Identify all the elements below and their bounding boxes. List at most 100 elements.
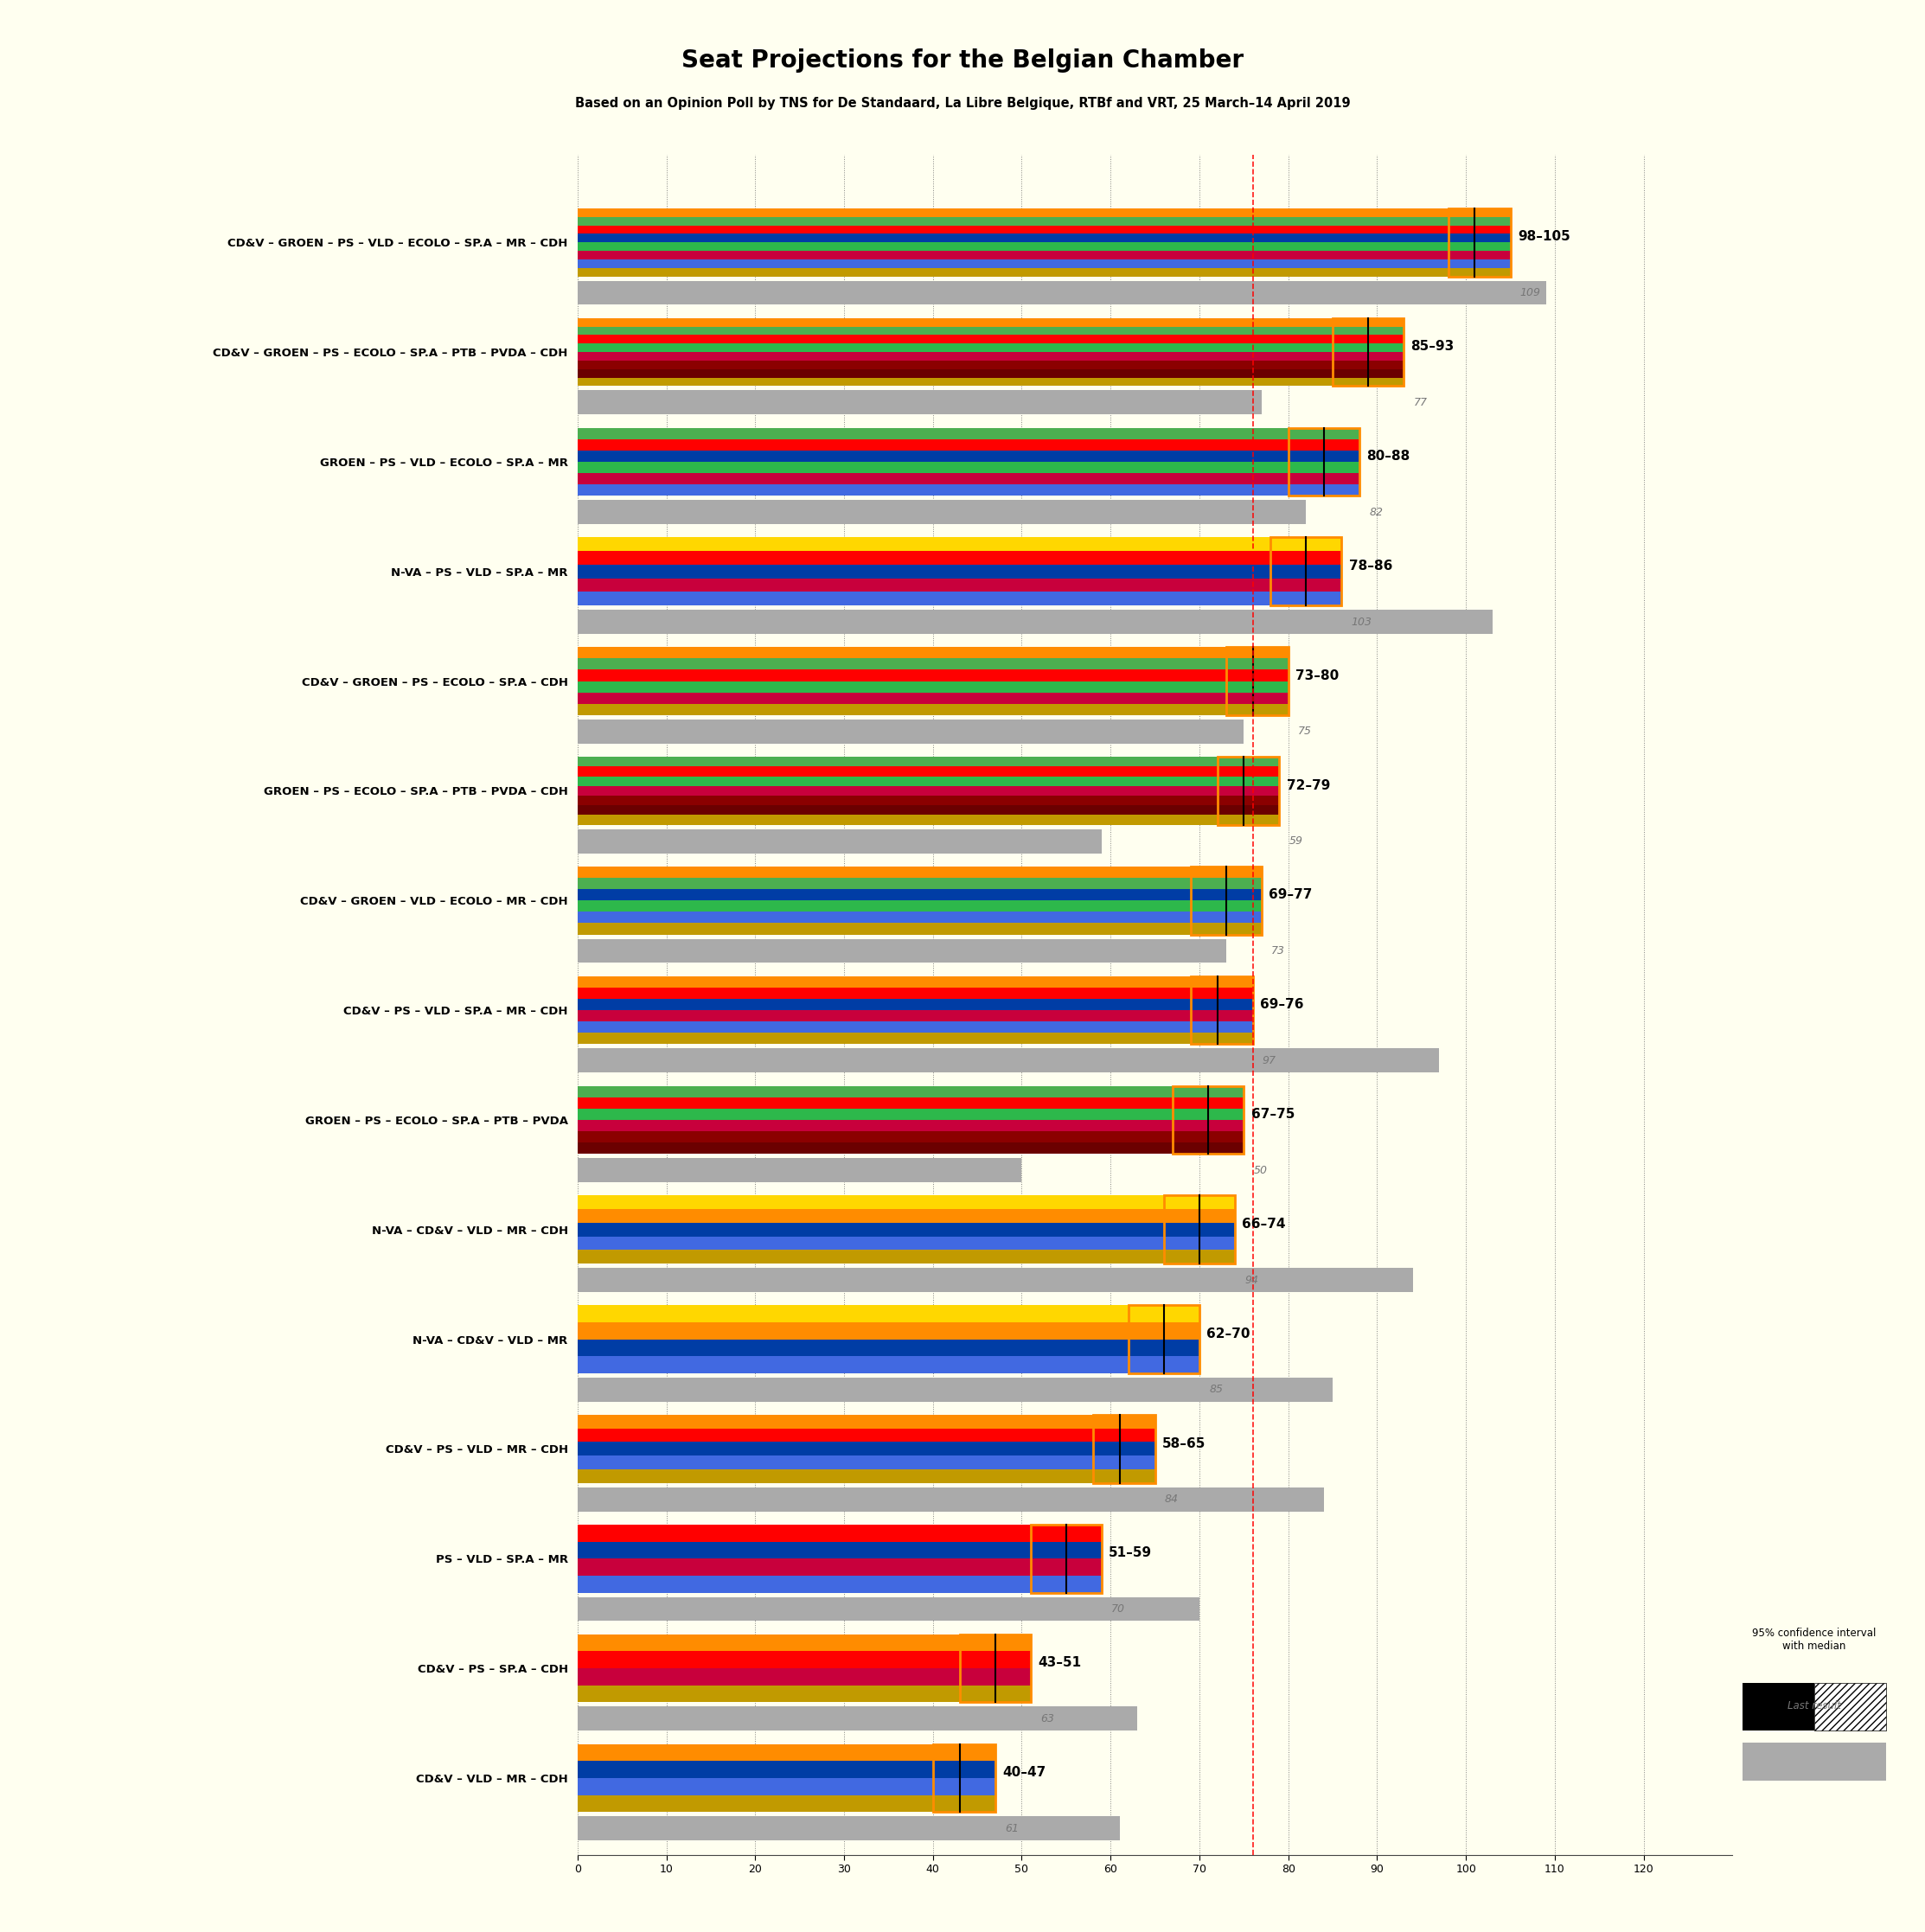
Bar (578, 1121, 1172, 1130)
Bar (578, 1706, 1138, 1731)
Bar (578, 806, 1217, 815)
Bar (1172, 1086, 1244, 1153)
Text: 61: 61 (1005, 1822, 1018, 1833)
Bar (578, 226, 1448, 234)
Bar (578, 889, 1190, 900)
Bar (1448, 259, 1511, 269)
Bar (578, 1267, 1413, 1293)
Bar (578, 1157, 1022, 1182)
Bar (578, 280, 1546, 305)
Bar (578, 1760, 934, 1777)
Bar (1190, 889, 1261, 900)
Text: 95% confidence interval
with median: 95% confidence interval with median (1752, 1627, 1877, 1652)
Bar (578, 1816, 1120, 1841)
Text: 72–79: 72–79 (1286, 779, 1330, 792)
Text: 63: 63 (1040, 1714, 1055, 1725)
Bar (578, 682, 1226, 692)
Bar (578, 1542, 1030, 1559)
Bar (578, 462, 1288, 473)
Bar (578, 352, 1332, 361)
Bar (1190, 976, 1253, 1043)
Bar (578, 485, 1288, 497)
Bar (1448, 209, 1511, 216)
Text: 103: 103 (1351, 616, 1373, 628)
Bar (1226, 682, 1288, 692)
Bar (1093, 1441, 1155, 1455)
Bar (1226, 703, 1288, 715)
Bar (578, 1142, 1172, 1153)
Bar (1128, 1306, 1199, 1374)
Bar (1190, 1010, 1253, 1022)
Text: 51–59: 51–59 (1109, 1548, 1153, 1559)
Text: 78–86: 78–86 (1349, 560, 1392, 572)
Bar (1448, 226, 1511, 234)
Bar (578, 829, 1101, 854)
Bar (1030, 1524, 1101, 1592)
Bar (578, 1667, 959, 1685)
Bar (578, 815, 1217, 825)
Bar (578, 209, 1448, 216)
Bar (578, 877, 1190, 889)
Bar (1128, 1339, 1199, 1356)
Bar (578, 786, 1217, 796)
Text: 73: 73 (1271, 945, 1286, 956)
Bar (1093, 1414, 1155, 1484)
Bar (1332, 319, 1403, 386)
Bar (578, 1378, 1332, 1403)
Bar (959, 1634, 1030, 1652)
Bar (578, 1414, 1093, 1428)
Bar (959, 1667, 1030, 1685)
Bar (578, 757, 1217, 767)
Bar (578, 578, 1271, 591)
Bar (934, 1777, 995, 1795)
Bar (578, 591, 1271, 605)
Bar (959, 1652, 1030, 1667)
Bar (578, 1524, 1030, 1542)
Text: 66–74: 66–74 (1242, 1217, 1286, 1231)
Bar (578, 319, 1332, 327)
Bar (1165, 1196, 1236, 1264)
Bar (1288, 462, 1359, 473)
Bar (578, 1049, 1440, 1072)
Text: Based on an Opinion Poll by TNS for De Standaard, La Libre Belgique, RTBf and VR: Based on an Opinion Poll by TNS for De S… (576, 97, 1349, 110)
Bar (578, 361, 1332, 369)
Bar (578, 1022, 1190, 1034)
Bar (1742, 1743, 1886, 1781)
Bar (1172, 1086, 1244, 1097)
Bar (1128, 1306, 1199, 1321)
Bar (1288, 427, 1359, 497)
Bar (1288, 439, 1359, 450)
Bar (578, 1250, 1165, 1264)
Bar (578, 900, 1190, 912)
Bar (578, 1109, 1172, 1121)
Bar (1165, 1223, 1236, 1236)
Text: 58–65: 58–65 (1163, 1437, 1205, 1449)
Bar (578, 670, 1226, 682)
Bar (1172, 1109, 1244, 1121)
Text: Seat Projections for the Belgian Chamber: Seat Projections for the Belgian Chamber (681, 48, 1244, 73)
Bar (1093, 1428, 1155, 1441)
Bar (1332, 334, 1403, 344)
Bar (578, 1488, 1324, 1511)
Bar (578, 1010, 1190, 1022)
Bar (578, 1339, 1128, 1356)
Bar (578, 923, 1190, 935)
Bar (1448, 209, 1511, 276)
Text: 97: 97 (1263, 1055, 1276, 1066)
Bar (578, 1685, 959, 1702)
Bar (1190, 999, 1253, 1010)
Bar (1271, 537, 1342, 605)
Bar (1093, 1455, 1155, 1468)
Bar (578, 1097, 1172, 1109)
Bar (1332, 361, 1403, 369)
Bar (1165, 1250, 1236, 1264)
Bar (1093, 1414, 1155, 1428)
Bar (934, 1795, 995, 1812)
Text: 85: 85 (1209, 1383, 1222, 1395)
Text: 69–77: 69–77 (1269, 889, 1313, 902)
Bar (1332, 327, 1403, 334)
Bar (578, 1598, 1199, 1621)
Bar (1128, 1321, 1199, 1339)
Bar (1742, 1683, 1815, 1731)
Bar (1217, 757, 1280, 767)
